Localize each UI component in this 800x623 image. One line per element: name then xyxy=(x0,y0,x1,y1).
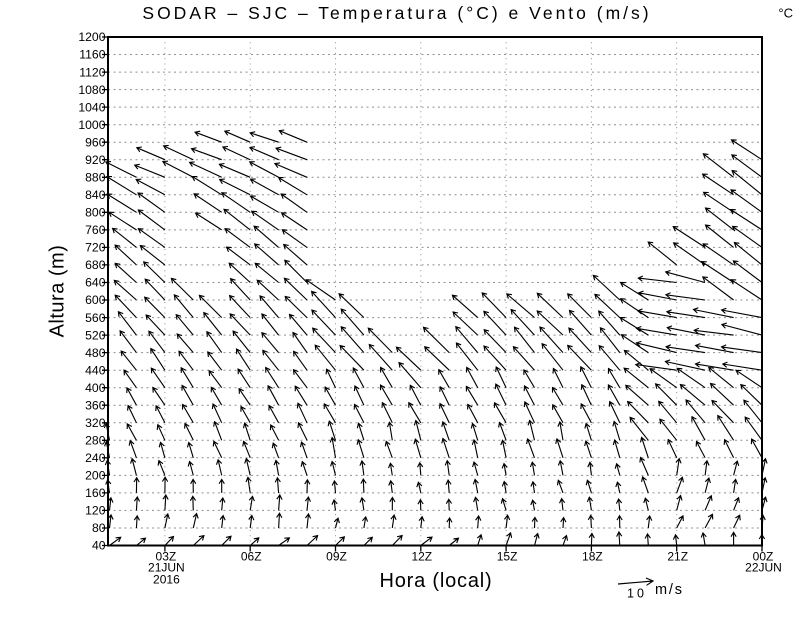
svg-text:400: 400 xyxy=(85,381,106,395)
svg-text:960: 960 xyxy=(85,135,106,149)
svg-text:80: 80 xyxy=(92,521,106,535)
svg-text:06Z: 06Z xyxy=(241,550,262,564)
svg-text:Hora (local): Hora (local) xyxy=(380,570,493,592)
svg-text:640: 640 xyxy=(85,276,106,290)
svg-text:22JUN: 22JUN xyxy=(745,561,782,575)
svg-text:1160: 1160 xyxy=(79,48,105,62)
svg-text:200: 200 xyxy=(85,469,106,483)
svg-text:00Z: 00Z xyxy=(753,550,774,564)
svg-text:280: 280 xyxy=(85,434,106,448)
svg-text:240: 240 xyxy=(85,451,106,465)
svg-text:10: 10 xyxy=(627,587,647,601)
svg-text:40: 40 xyxy=(92,539,106,553)
svg-text:360: 360 xyxy=(85,398,106,412)
svg-text:1120: 1120 xyxy=(79,65,105,79)
svg-text:09Z: 09Z xyxy=(326,550,347,564)
svg-text:680: 680 xyxy=(85,258,106,272)
svg-text:760: 760 xyxy=(85,223,106,237)
svg-text:1000: 1000 xyxy=(78,118,105,132)
svg-text:21JUN: 21JUN xyxy=(148,561,185,575)
svg-text:21Z: 21Z xyxy=(667,550,688,564)
svg-text:1200: 1200 xyxy=(78,30,105,44)
svg-text:600: 600 xyxy=(85,293,106,307)
svg-text:920: 920 xyxy=(85,153,106,167)
svg-text:12Z: 12Z xyxy=(411,550,432,564)
svg-text:2016: 2016 xyxy=(153,573,180,587)
svg-text:160: 160 xyxy=(85,486,106,500)
svg-text:480: 480 xyxy=(85,346,106,360)
svg-text:15Z: 15Z xyxy=(497,550,518,564)
svg-text:Altura (m): Altura (m) xyxy=(47,245,69,338)
svg-text:°C: °C xyxy=(778,6,793,21)
svg-text:720: 720 xyxy=(85,241,106,255)
svg-text:18Z: 18Z xyxy=(582,550,603,564)
svg-text:SODAR – SJC – Temperatura: SODAR – SJC – Temperatura (°C) e Vento (… xyxy=(142,3,651,23)
svg-text:880: 880 xyxy=(85,171,106,185)
svg-text:1040: 1040 xyxy=(78,100,105,114)
svg-text:03Z: 03Z xyxy=(156,550,177,564)
svg-text:520: 520 xyxy=(85,328,106,342)
svg-text:1080: 1080 xyxy=(78,83,105,97)
svg-text:800: 800 xyxy=(85,206,106,220)
svg-text:120: 120 xyxy=(85,504,106,518)
svg-text:320: 320 xyxy=(85,416,106,430)
svg-text:560: 560 xyxy=(85,311,106,325)
svg-text:840: 840 xyxy=(85,188,106,202)
svg-text:m/s: m/s xyxy=(655,582,684,598)
svg-text:440: 440 xyxy=(85,363,106,377)
